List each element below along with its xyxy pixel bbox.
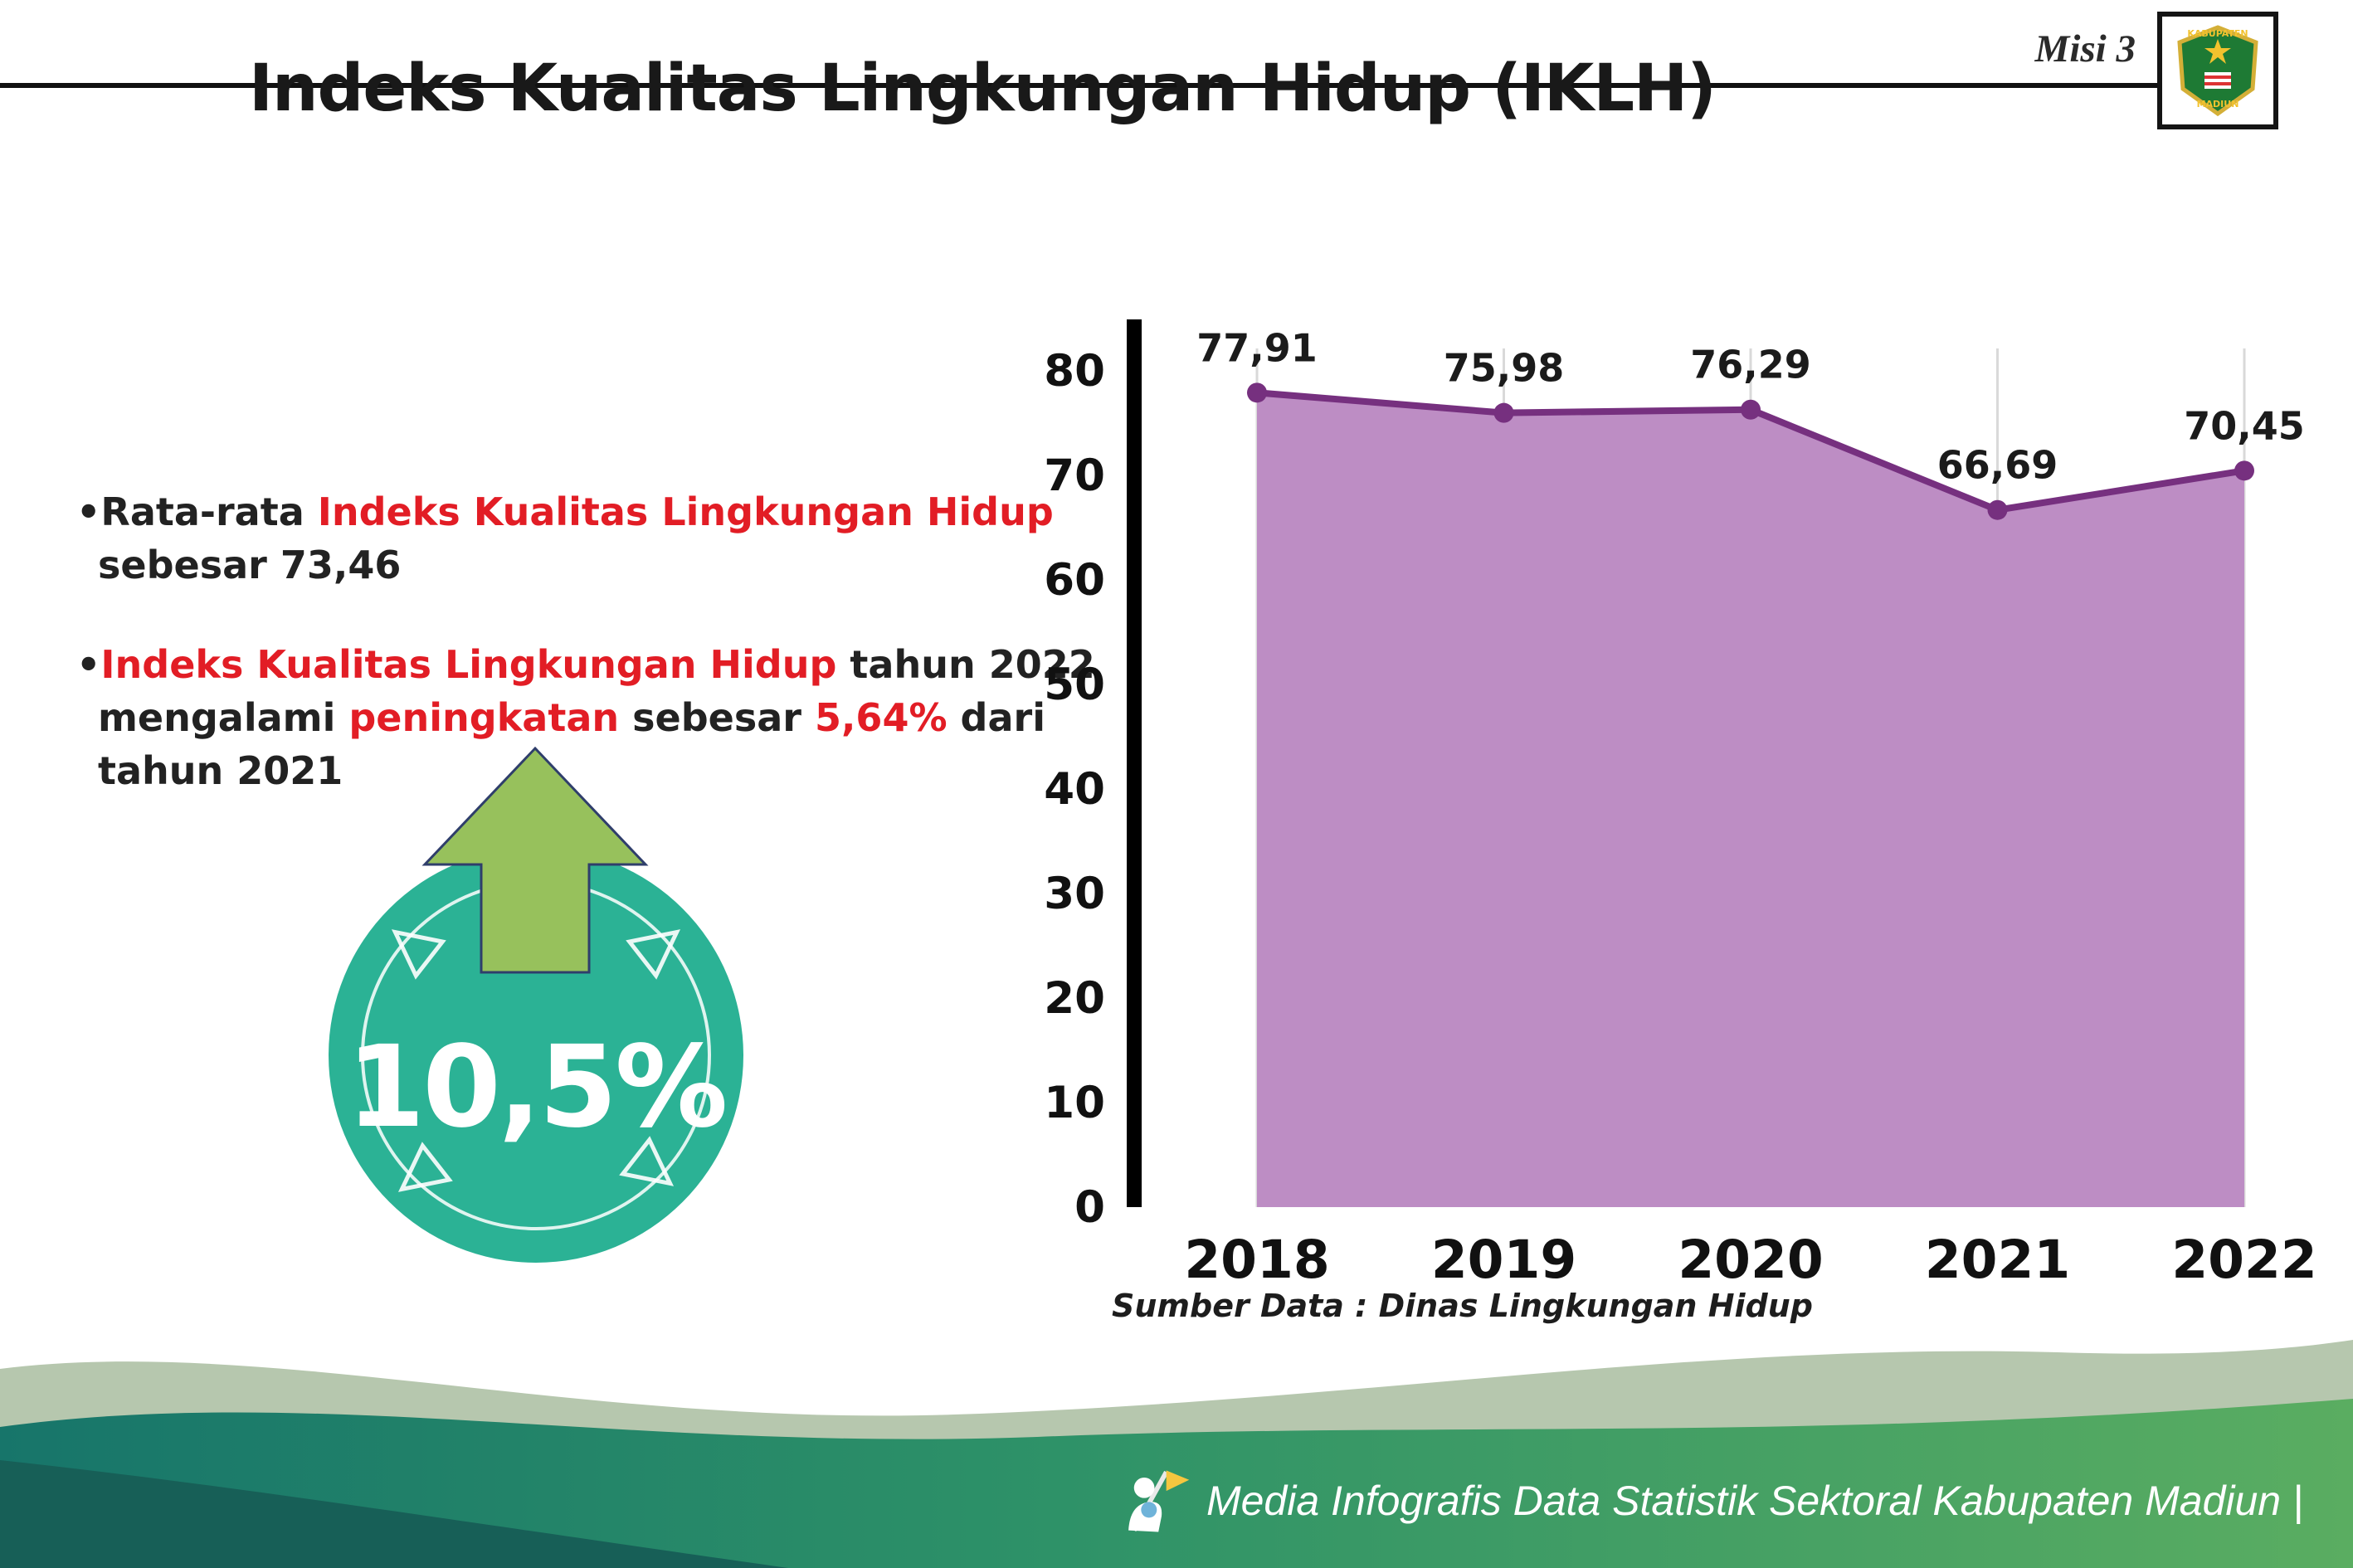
text-segment-highlight: 5,64% xyxy=(814,695,948,740)
key-points: •Rata-rata Indeks Kualitas Lingkungan Hi… xyxy=(76,485,1095,844)
triangle-decoration-icon xyxy=(391,929,681,1192)
kabupaten-madiun-logo: KABUPATEN MADIUN xyxy=(2157,12,2278,129)
svg-text:70: 70 xyxy=(1044,450,1105,501)
svg-text:10: 10 xyxy=(1044,1078,1105,1128)
svg-text:2018: 2018 xyxy=(1184,1230,1329,1290)
footer-credit: Media Infografis Data Statistik Sektoral… xyxy=(1206,1477,2303,1524)
bullet-average-iklh: •Rata-rata Indeks Kualitas Lingkungan Hi… xyxy=(76,485,1095,592)
iklh-chart-svg: 0 10 20 30 40 50 60 70 80 77,91 75,98 76,29 66,69 70,… xyxy=(1044,319,2317,1290)
svg-text:2019: 2019 xyxy=(1431,1230,1576,1290)
text-segment: • xyxy=(76,642,101,687)
misi-label: Misi 3 xyxy=(2034,27,2136,71)
text-segment: sebesar xyxy=(619,695,815,740)
svg-text:75,98: 75,98 xyxy=(1444,346,1565,391)
svg-text:40: 40 xyxy=(1044,764,1105,815)
iklh-chart: 0 10 20 30 40 50 60 70 80 77,91 75,98 76,29 66,69 70,… xyxy=(1021,299,2317,1344)
svg-text:30: 30 xyxy=(1044,869,1105,919)
text-segment: •Rata-rata xyxy=(76,489,318,534)
text-segment: mengalami xyxy=(98,695,349,740)
bullet-line: •Rata-rata Indeks Kualitas Lingkungan Hi… xyxy=(76,485,1095,538)
crest-icon: KABUPATEN MADIUN xyxy=(2177,25,2258,117)
mascot-icon xyxy=(1128,1470,1190,1532)
bullet-increase-2022: •Indeks Kualitas Lingkungan Hidup tahun … xyxy=(76,638,1095,797)
svg-text:80: 80 xyxy=(1044,346,1105,397)
svg-text:2022: 2022 xyxy=(2171,1230,2316,1290)
text-segment: tahun 2022 xyxy=(836,642,1095,687)
text-segment-highlight: peningkatan xyxy=(348,695,620,740)
increase-percentage: 10,5% xyxy=(346,1022,728,1153)
bullet-line: sebesar 73,46 xyxy=(76,538,1095,592)
bullet-line: mengalami peningkatan sebesar 5,64% dari xyxy=(76,691,1095,744)
text-segment-highlight: Indeks Kualitas Lingkungan Hidup xyxy=(317,489,1054,534)
text-segment-highlight: Indeks Kualitas Lingkungan Hidup xyxy=(100,642,837,687)
text-segment: sebesar 73,46 xyxy=(98,543,402,587)
svg-text:50: 50 xyxy=(1044,660,1105,710)
svg-text:77,91: 77,91 xyxy=(1196,325,1318,370)
logo-top-text: KABUPATEN xyxy=(2187,28,2248,39)
logo-bottom-text: MADIUN xyxy=(2197,99,2239,110)
wave-dark xyxy=(0,1460,788,1568)
text-segment: dari xyxy=(947,695,1045,740)
svg-text:76,29: 76,29 xyxy=(1690,343,1811,387)
up-arrow-icon xyxy=(421,746,649,974)
svg-text:60: 60 xyxy=(1044,555,1105,606)
svg-text:0: 0 xyxy=(1074,1182,1105,1233)
svg-text:70,45: 70,45 xyxy=(2184,403,2305,448)
header-divider xyxy=(0,83,2157,88)
svg-text:66,69: 66,69 xyxy=(1937,443,2058,488)
page-title: Indeks Kualitas Lingkungan Hidup (IKLH) xyxy=(249,51,1717,126)
svg-text:2021: 2021 xyxy=(1925,1230,2070,1290)
text-segment: tahun 2021 xyxy=(98,748,343,793)
badge-decorations xyxy=(391,746,681,1192)
increase-badge: 10,5% xyxy=(315,730,767,1282)
bullet-line: tahun 2021 xyxy=(76,744,1095,797)
bullet-line: •Indeks Kualitas Lingkungan Hidup tahun … xyxy=(76,638,1095,691)
footer: Media Infografis Data Statistik Sektoral… xyxy=(1114,1461,2303,1540)
data-source: Sumber Data : Dinas Lingkungan Hidup xyxy=(1112,1288,1813,1324)
svg-text:2020: 2020 xyxy=(1678,1230,1823,1290)
svg-text:20: 20 xyxy=(1044,973,1105,1024)
